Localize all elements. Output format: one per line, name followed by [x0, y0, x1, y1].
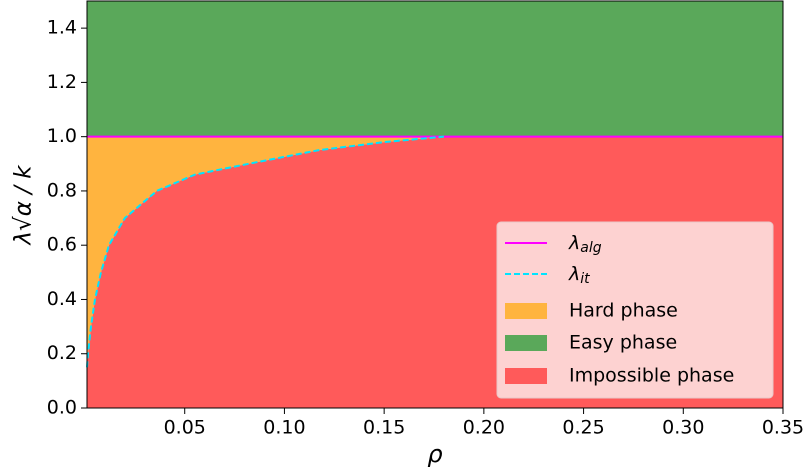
x-tick-label: 0.20 — [463, 417, 505, 439]
legend-label: Impossible phase — [569, 365, 734, 387]
x-tick-label: 0.10 — [263, 417, 305, 439]
y-axis-label: λ√α / k — [11, 164, 37, 247]
legend-subscript: alg — [580, 240, 601, 256]
x-tick-label: 0.30 — [662, 417, 704, 439]
legend-symbol: λ — [568, 263, 580, 285]
series-line — [86, 135, 445, 368]
legend-symbol: λ — [568, 232, 580, 254]
legend-swatch — [505, 303, 547, 319]
legend-swatch — [505, 335, 547, 351]
legend-label: λit — [568, 263, 590, 288]
y-tick-label: 1.0 — [47, 125, 77, 147]
x-tick-label: 0.05 — [164, 417, 206, 439]
y-tick-label: 0.8 — [47, 179, 77, 201]
legend-swatch — [505, 368, 547, 384]
x-tick-label: 0.15 — [363, 417, 405, 439]
y-tick-label: 1.4 — [47, 17, 77, 39]
plot-frame — [86, 0, 784, 409]
y-tick-label: 1.2 — [47, 71, 77, 93]
legend-label: Hard phase — [569, 300, 678, 322]
legend-label: Easy phase — [569, 332, 677, 354]
x-tick-label: 0.35 — [762, 417, 804, 439]
y-tick-label: 0.4 — [47, 288, 77, 310]
legend-box — [496, 221, 774, 399]
legend-subscript: it — [580, 271, 590, 287]
x-tick-label: 0.25 — [562, 417, 604, 439]
y-tick-label: 0.6 — [47, 234, 77, 256]
x-axis-label: ρ — [427, 440, 442, 468]
y-tick-label: 0.0 — [47, 397, 77, 419]
legend-label: λalg — [568, 232, 602, 257]
easy-region — [87, 1, 783, 137]
hard-region — [87, 136, 444, 368]
y-tick-label: 0.2 — [47, 342, 77, 364]
